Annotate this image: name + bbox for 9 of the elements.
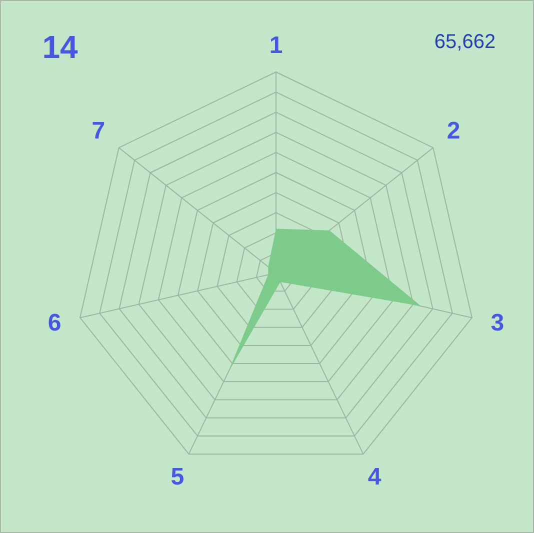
spoke-label: 1 xyxy=(269,32,283,59)
chart-title: 14 xyxy=(42,29,78,65)
text: 65,662 xyxy=(434,31,496,53)
spoke-label: 2 xyxy=(446,117,460,144)
spoke-label: 3 xyxy=(490,310,504,337)
spoke-label: 6 xyxy=(48,310,62,337)
spoke-label: 7 xyxy=(92,117,106,144)
spoke-label: 5 xyxy=(170,464,184,491)
spoke-label: 4 xyxy=(368,464,382,491)
